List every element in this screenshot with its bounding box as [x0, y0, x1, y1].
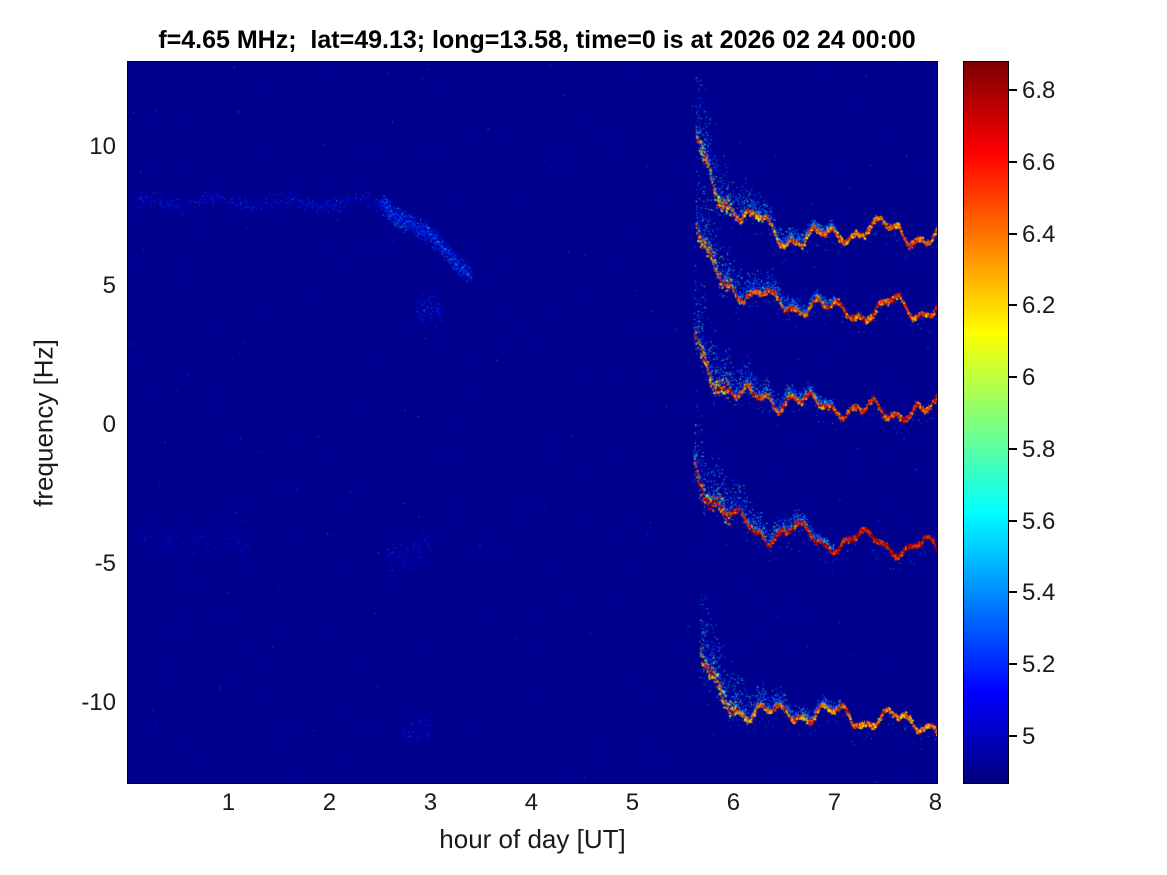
- x-tick-label: 1: [221, 789, 236, 816]
- y-tick-label: 10: [89, 133, 116, 161]
- colorbar-tick-mark: [1009, 519, 1017, 522]
- colorbar-canvas: [964, 62, 1008, 783]
- colorbar-tick-label: 5.8: [1022, 435, 1056, 463]
- x-tick-label: 2: [322, 789, 337, 816]
- y-tick-label: 5: [102, 272, 116, 300]
- x-tick-label: 6: [726, 789, 741, 816]
- colorbar-tick-mark: [1009, 663, 1017, 666]
- colorbar-tick-mark: [1009, 232, 1017, 235]
- x-tick-label: 7: [827, 789, 842, 816]
- spectrogram-canvas: [128, 62, 937, 783]
- colorbar-tick-label: 6: [1022, 364, 1036, 392]
- x-tick-label: 3: [423, 789, 438, 816]
- colorbar-tick-label: 6.6: [1022, 148, 1056, 176]
- colorbar-tick-mark: [1009, 447, 1017, 450]
- x-tick-label: 8: [928, 789, 943, 816]
- y-tick-label: -10: [81, 688, 116, 716]
- x-tick-label: 4: [524, 789, 539, 816]
- colorbar-tick-label: 5.2: [1022, 651, 1056, 679]
- colorbar-tick-mark: [1009, 89, 1017, 92]
- colorbar-tick-label: 5.4: [1022, 579, 1056, 607]
- colorbar-tick-mark: [1009, 160, 1017, 163]
- colorbar-tick-label: 6.8: [1022, 77, 1056, 105]
- chart-title: f=4.65 MHz; lat=49.13; long=13.58, time=…: [158, 26, 916, 54]
- plot-area: [127, 61, 938, 784]
- y-tick-label: 0: [102, 411, 116, 439]
- x-axis-label: hour of day [UT]: [439, 824, 626, 854]
- colorbar-tick-mark: [1009, 734, 1017, 737]
- colorbar-tick-mark: [1009, 376, 1017, 379]
- colorbar-tick-label: 6.2: [1022, 292, 1056, 320]
- y-tick-label: -5: [94, 550, 116, 577]
- x-tick-label: 5: [625, 789, 640, 816]
- colorbar-tick-label: 6.4: [1022, 220, 1056, 248]
- colorbar-tick-label: 5.6: [1022, 507, 1056, 535]
- colorbar-tick-mark: [1009, 304, 1017, 307]
- colorbar: [963, 61, 1009, 784]
- colorbar-tick-label: 5: [1022, 722, 1036, 750]
- colorbar-tick-mark: [1009, 591, 1017, 594]
